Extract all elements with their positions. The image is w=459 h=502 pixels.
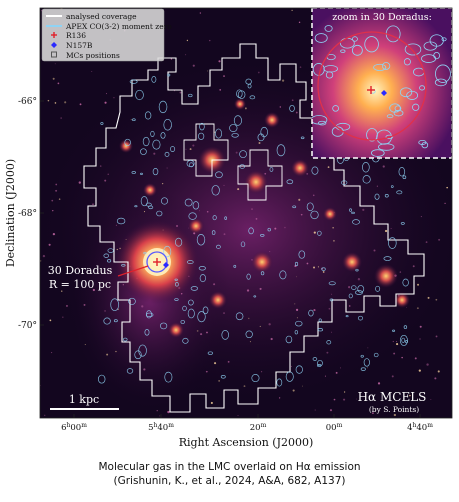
legend-label-coverage: analysed coverage (66, 12, 137, 21)
legend-box (41, 8, 165, 62)
x-tick-label: 00m (326, 422, 343, 433)
legend-swatch-r136 (51, 32, 57, 38)
y-axis-label: Declination (J2000) (4, 159, 17, 267)
inset-title: zoom in 30 Doradus: (332, 12, 432, 23)
inset-radius-circle (317, 31, 427, 141)
x-tick-label: 4h40m (407, 422, 433, 433)
30-doradus-pointer (117, 265, 149, 277)
coverage-outline-inner (183, 123, 283, 201)
legend-swatch-mcs (51, 51, 57, 58)
x-tick-label: 6h00m (61, 422, 87, 433)
r136-marker (153, 258, 161, 266)
inset-image (312, 8, 452, 158)
x-tick-label: 5h40m (148, 422, 174, 433)
inset-n157b-marker (381, 90, 387, 96)
legend: analysed coverage APEX CO(3-2) moment ze… (41, 8, 172, 62)
inset-frame (311, 7, 453, 159)
x-tick-label: 20m (250, 422, 267, 433)
scale-bar-label: 1 kpc (69, 393, 99, 406)
inset-co-contours (312, 25, 451, 157)
source-title: Hα MCELS (358, 390, 427, 404)
zoom-inset: zoom in 30 Doradus: (311, 7, 453, 159)
co-contours (97, 73, 409, 387)
n157b-marker (163, 262, 169, 268)
legend-label-n157b: N157B (66, 41, 93, 50)
y-tick-label: -70° (18, 321, 37, 331)
x-axis-label: Right Ascension (J2000) (179, 436, 314, 449)
30-doradus-label: 30 Doradus (48, 264, 113, 277)
caption-line-1: Molecular gas in the LMC overlaid on Hα … (98, 461, 361, 473)
coverage-outline (83, 43, 425, 413)
30-doradus-radius-circle (146, 251, 168, 273)
legend-label-co: APEX CO(3-2) moment zero (65, 22, 172, 31)
legend-swatch-n157b (51, 42, 57, 48)
caption-line-2: (Grishunin, K., et al., 2024, A&A, 682, … (113, 475, 346, 487)
y-tick-label: -66° (18, 97, 37, 107)
figure-caption: Molecular gas in the LMC overlaid on Hα … (0, 460, 459, 488)
legend-label-r136: R136 (66, 31, 86, 40)
source-credit: (by S. Points) (369, 405, 419, 414)
inset-r136-marker (367, 86, 375, 94)
30-doradus-radius-label: R = 100 pc (49, 278, 111, 291)
y-tick-label: -68° (18, 209, 37, 219)
x-axis: 6h00m 5h40m 20m 00m 4h40m Right Ascensio… (61, 414, 433, 449)
legend-label-mcs: MCs positions (66, 51, 120, 60)
y-axis: -66° -68° -70° Declination (J2000) (4, 97, 44, 331)
emission-regions (119, 98, 410, 338)
